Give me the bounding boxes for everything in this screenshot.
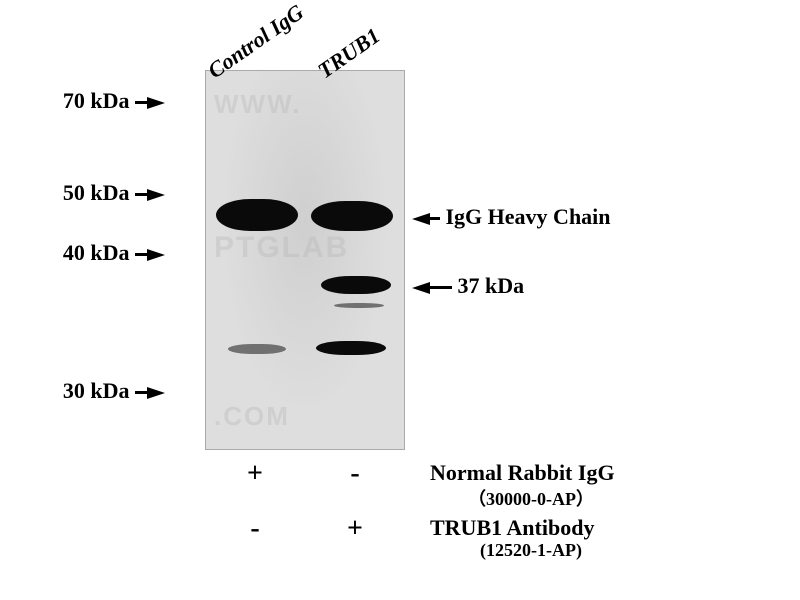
band-lane2-37kda bbox=[321, 276, 391, 294]
mark-row1-lane1: + bbox=[235, 458, 275, 490]
mark-row1-lane2: - bbox=[335, 458, 375, 490]
treatment-label-1: Normal Rabbit IgG bbox=[430, 460, 615, 486]
annot-heavy-chain-text: IgG Heavy Chain bbox=[446, 204, 611, 229]
mw-50-text: 50 kDa bbox=[63, 180, 130, 205]
band-lane2-heavy-chain bbox=[311, 201, 393, 231]
mw-70: 70 kDa bbox=[55, 88, 165, 114]
band-lane1-faint bbox=[228, 344, 286, 354]
mark-row2-lane1: - bbox=[235, 513, 275, 545]
mark-row2-lane2: + bbox=[335, 513, 375, 545]
mw-40: 40 kDa bbox=[55, 240, 165, 266]
band-lane2-faint1 bbox=[334, 303, 384, 308]
arrow-right-icon bbox=[147, 97, 165, 109]
annot-heavy-chain: IgG Heavy Chain bbox=[412, 204, 611, 230]
annot-37kda: 37 kDa bbox=[412, 273, 524, 299]
mw-40-text: 40 kDa bbox=[63, 240, 130, 265]
arrow-right-icon bbox=[147, 387, 165, 399]
arrow-stem-icon bbox=[430, 217, 440, 220]
mw-30: 30 kDa bbox=[55, 378, 165, 404]
treatment-sublabel-1: （30000-0-AP） bbox=[468, 485, 594, 511]
treatment-label-2: TRUB1 Antibody bbox=[430, 515, 594, 541]
arrow-stem-icon bbox=[135, 101, 147, 104]
arrow-right-icon bbox=[147, 189, 165, 201]
band-lane2-lower bbox=[316, 341, 386, 355]
arrow-left-icon bbox=[412, 282, 430, 294]
arrow-right-icon bbox=[147, 249, 165, 261]
blot-bg bbox=[206, 71, 404, 449]
band-lane1-heavy-chain bbox=[216, 199, 298, 231]
annot-37kda-text: 37 kDa bbox=[458, 273, 525, 298]
mw-70-text: 70 kDa bbox=[63, 88, 130, 113]
arrow-stem-icon bbox=[135, 391, 147, 394]
arrow-left-icon bbox=[412, 213, 430, 225]
arrow-stem-icon bbox=[430, 286, 452, 289]
blot-membrane: WWW. PTGLAB .COM bbox=[205, 70, 405, 450]
arrow-stem-icon bbox=[135, 253, 147, 256]
figure-root: WWW. PTGLAB .COM Control IgG TRUB1 70 kD… bbox=[0, 0, 800, 600]
treatment-sublabel-2: (12520-1-AP) bbox=[480, 540, 582, 561]
arrow-stem-icon bbox=[135, 193, 147, 196]
mw-30-text: 30 kDa bbox=[63, 378, 130, 403]
mw-50: 50 kDa bbox=[55, 180, 165, 206]
